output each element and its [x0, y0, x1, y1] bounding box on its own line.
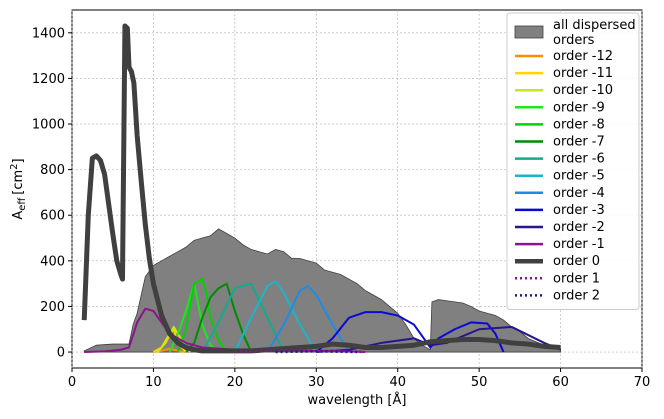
x-tick-label-6: 60: [552, 375, 569, 390]
legend-label-order--6: order -6: [553, 152, 605, 167]
ticks: 0 10 20 30 40 50 60 70 0 200 400 600 800 1000 1200 1400: [32, 26, 650, 390]
y-label-sup: 2: [9, 163, 20, 169]
y-tick-label-6: 1200: [32, 72, 65, 87]
x-tick-label-7: 70: [634, 375, 651, 390]
series-line-order--3: [315, 311, 505, 353]
x-tick-label-0: 0: [68, 375, 76, 390]
y-axis-label: Aeff [cm2]: [9, 158, 28, 219]
y-tick-label-7: 1400: [32, 26, 65, 41]
y-tick-label-4: 800: [40, 163, 65, 178]
series-line-order-2: [275, 350, 358, 354]
legend-label-order--4: order -4: [553, 186, 605, 201]
series-line-order--8: [176, 278, 228, 353]
x-tick-label-5: 50: [471, 375, 488, 390]
legend-label-order--8: order -8: [553, 117, 605, 132]
x-tick-label-2: 20: [227, 375, 244, 390]
legend-label-area-1: all dispersed: [553, 18, 636, 33]
legend-label-order--1: order -1: [553, 237, 605, 252]
legend-label-order--7: order -7: [553, 135, 605, 150]
x-tick-label-3: 30: [308, 375, 325, 390]
y-tick-label-2: 400: [40, 254, 65, 269]
y-label-main: A: [11, 211, 26, 220]
y-label-unit: [cm: [11, 170, 26, 195]
x-tick-label-1: 10: [145, 375, 162, 390]
legend-label-order--9: order -9: [553, 100, 605, 115]
series-line-order--7: [185, 282, 253, 353]
legend-label-order--11: order -11: [553, 66, 613, 81]
legend-swatch-area: [514, 25, 544, 39]
legend-label-order--12: order -12: [553, 49, 613, 64]
y-tick-label-1: 200: [40, 300, 65, 315]
legend-label-order--2: order -2: [553, 220, 605, 235]
legend-label-order-0: order 0: [553, 254, 600, 269]
x-axis-label: wavelength [Å]: [308, 392, 407, 408]
area-layer: [83, 228, 561, 353]
series-line-order--4: [266, 284, 350, 353]
plot-area: 0 10 20 30 40 50 60 70 0 200 400 600 800 1000 1200 1400: [32, 9, 650, 390]
legend-label-order--3: order -3: [553, 203, 605, 218]
legend-label-area-2: orders: [553, 33, 595, 48]
legend-label-order-1: order 1: [553, 271, 600, 286]
legend-label-order-2: order 2: [553, 288, 600, 303]
y-tick-label-0: 0: [57, 346, 65, 361]
series-line-order-1: [234, 349, 366, 354]
legend-label-order--5: order -5: [553, 169, 605, 184]
plot-frame: [71, 9, 643, 369]
x-tick-label-4: 40: [389, 375, 406, 390]
series-line-order-0: [81, 23, 561, 354]
series-line-order--5: [233, 280, 318, 353]
series-line-order--6: [201, 282, 285, 353]
y-label-close: ]: [11, 158, 26, 163]
series-layer: [81, 23, 561, 354]
legend-box: [506, 12, 640, 310]
legend-label-order--10: order -10: [553, 83, 613, 98]
y-tick-label-3: 600: [40, 209, 65, 224]
y-tick-label-5: 1000: [32, 118, 65, 133]
y-label-sub: eff: [17, 197, 28, 211]
area-all-dispersed-orders: [83, 228, 561, 353]
